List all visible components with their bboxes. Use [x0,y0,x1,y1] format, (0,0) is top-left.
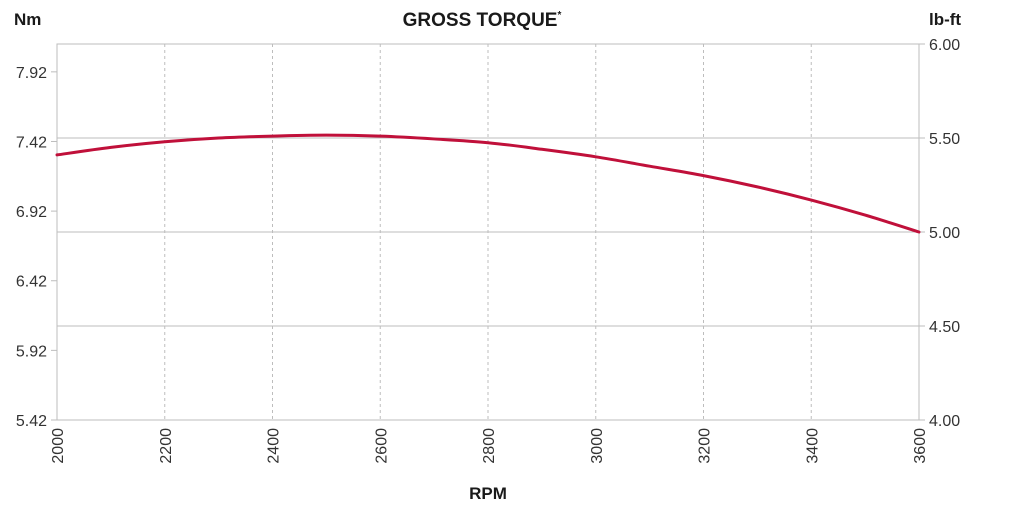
left-ticks: 5.42 5.92 6.42 6.92 7.42 7.92 [16,65,57,430]
left-tick-label: 5.42 [16,413,47,430]
x-tick-label: 2800 [481,428,498,464]
left-tick-label: 7.92 [16,65,47,82]
chart-title-mark: * [557,10,561,21]
x-tick-label: 2000 [50,428,67,464]
x-axis-label: RPM [469,484,507,503]
left-tick-label: 5.92 [16,343,47,360]
x-tick-label: 3600 [912,428,929,464]
left-tick-label: 6.42 [16,274,47,291]
chart-title: GROSS TORQUE* [403,10,562,31]
torque-series-line [55,133,921,234]
right-tick-label: 5.00 [929,225,960,242]
x-tick-label: 3400 [804,428,821,464]
right-tick-label: 4.00 [929,413,960,430]
left-tick-label: 7.42 [16,134,47,151]
x-tick-label: 3000 [589,428,606,464]
right-ticks: 4.00 4.50 5.00 5.50 6.00 [919,37,960,430]
chart-title-text: GROSS TORQUE [403,10,558,31]
x-tick-label: 2400 [266,428,283,464]
x-tick-label: 2200 [158,428,175,464]
right-axis-unit: lb-ft [929,10,961,29]
right-tick-label: 5.50 [929,131,960,148]
x-tick-label: 2600 [373,428,390,464]
left-tick-label: 6.92 [16,204,47,221]
right-tick-label: 6.00 [929,37,960,54]
left-axis-unit: Nm [14,10,41,29]
right-tick-label: 4.50 [929,319,960,336]
x-tick-label: 3200 [697,428,714,464]
x-ticks: 2000 2200 2400 2600 2800 3000 3200 3400 3600 [50,428,929,464]
